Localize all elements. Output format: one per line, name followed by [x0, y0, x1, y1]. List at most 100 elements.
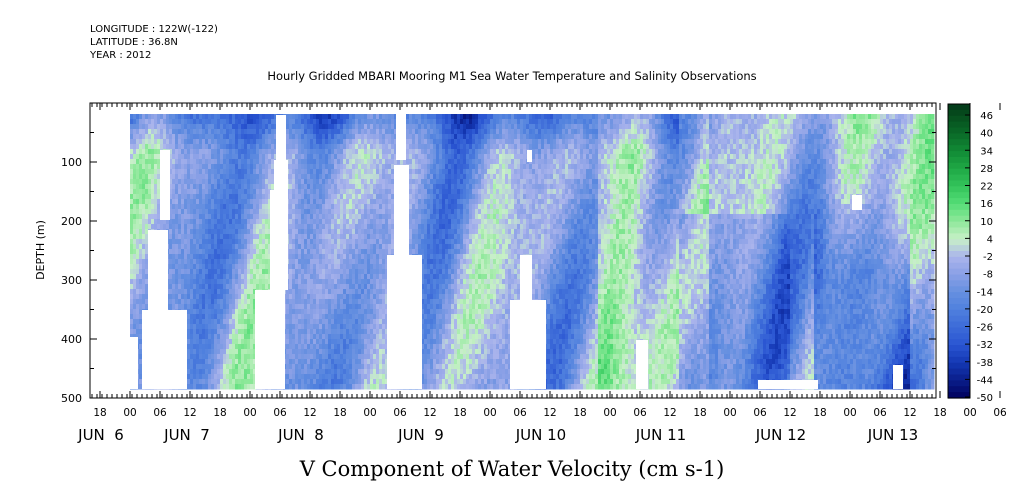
- heatmap-cell: [559, 159, 563, 165]
- heatmap-cell: [529, 144, 533, 150]
- heatmap-cell: [628, 114, 632, 120]
- heatmap-cell: [367, 154, 371, 160]
- heatmap-cell: [157, 129, 161, 135]
- heatmap-cell: [799, 179, 803, 185]
- heatmap-cell: [667, 154, 671, 160]
- heatmap-cell: [379, 199, 383, 205]
- heatmap-cell: [541, 144, 545, 150]
- heatmap-cell: [913, 159, 917, 165]
- heatmap-cell: [550, 179, 554, 185]
- heatmap-cell: [214, 174, 218, 180]
- heatmap-cell: [856, 164, 860, 170]
- heatmap-cell: [745, 174, 749, 180]
- heatmap-cell: [355, 159, 359, 165]
- heatmap-cell: [781, 119, 785, 125]
- heatmap-cell: [643, 119, 647, 125]
- heatmap-cell: [700, 144, 704, 150]
- heatmap-cell: [217, 154, 221, 160]
- heatmap-cell: [595, 139, 599, 145]
- heatmap-cell: [451, 169, 455, 175]
- heatmap-cell: [883, 144, 887, 150]
- heatmap-cell: [889, 129, 893, 135]
- heatmap-cell: [856, 179, 860, 185]
- heatmap-cell: [457, 129, 461, 135]
- heatmap-cell: [874, 164, 878, 170]
- heatmap-cell: [739, 154, 743, 160]
- heatmap-cell: [154, 174, 158, 180]
- heatmap-cell: [478, 184, 482, 190]
- heatmap-cell: [385, 189, 389, 195]
- heatmap-cell: [535, 139, 539, 145]
- heatmap-cell: [793, 119, 797, 125]
- heatmap-cell: [229, 184, 233, 190]
- heatmap-cell: [712, 174, 716, 180]
- heatmap-cell: [373, 164, 377, 170]
- heatmap-cell: [325, 124, 329, 130]
- heatmap-cell: [505, 154, 509, 160]
- heatmap-cell: [199, 154, 203, 160]
- heatmap-cell: [196, 179, 200, 185]
- heatmap-cell: [244, 179, 248, 185]
- heatmap-cell: [559, 189, 563, 195]
- heatmap-cell: [586, 124, 590, 130]
- heatmap-cell: [574, 129, 578, 135]
- heatmap-cell: [604, 174, 608, 180]
- heatmap-cell: [871, 129, 875, 135]
- heatmap-cell: [298, 154, 302, 160]
- heatmap-cell: [514, 179, 518, 185]
- heatmap-cell: [226, 204, 230, 210]
- heatmap-cell: [463, 169, 467, 175]
- heatmap-cell: [553, 114, 557, 120]
- heatmap-cell: [676, 154, 680, 160]
- heatmap-cell: [652, 184, 656, 190]
- heatmap-cell: [844, 139, 848, 145]
- heatmap-cell: [187, 119, 191, 125]
- heatmap-cell: [178, 174, 182, 180]
- heatmap-cell: [205, 149, 209, 155]
- heatmap-cell: [691, 149, 695, 155]
- heatmap-cell: [838, 194, 842, 200]
- heatmap-cell: [217, 144, 221, 150]
- heatmap-cell: [586, 184, 590, 190]
- heatmap-cell: [508, 184, 512, 190]
- heatmap-cell: [883, 154, 887, 160]
- heatmap-cell: [757, 174, 761, 180]
- heatmap-cell: [811, 149, 815, 155]
- heatmap-cell: [268, 204, 272, 210]
- heatmap-cell: [763, 199, 767, 205]
- heatmap-cell: [589, 204, 593, 210]
- heatmap-cell: [184, 119, 188, 125]
- heatmap-cell: [382, 114, 386, 120]
- heatmap-cell: [835, 119, 839, 125]
- heatmap-cell: [538, 129, 542, 135]
- heatmap-cell: [430, 119, 434, 125]
- heatmap-cell: [901, 169, 905, 175]
- heatmap-cell: [562, 174, 566, 180]
- heatmap-cell: [199, 184, 203, 190]
- heatmap-cell: [763, 184, 767, 190]
- heatmap-cell: [877, 189, 881, 195]
- heatmap-cell: [850, 199, 854, 205]
- heatmap-cell: [259, 189, 263, 195]
- heatmap-cell: [295, 174, 299, 180]
- heatmap-cell: [505, 124, 509, 130]
- heatmap-cell: [754, 179, 758, 185]
- heatmap-cell: [334, 144, 338, 150]
- heatmap-cell: [469, 124, 473, 130]
- heatmap-cell: [271, 149, 275, 155]
- heatmap-cell: [637, 189, 641, 195]
- heatmap-cell: [394, 119, 398, 125]
- heatmap-cell: [793, 149, 797, 155]
- heatmap-cell: [799, 189, 803, 195]
- heatmap-cell: [439, 114, 443, 120]
- heatmap-cell: [649, 169, 653, 175]
- heatmap-cell: [184, 189, 188, 195]
- heatmap-cell: [865, 129, 869, 135]
- heatmap-cell: [436, 164, 440, 170]
- heatmap-cell: [511, 154, 515, 160]
- heatmap-cell: [784, 169, 788, 175]
- heatmap-cell: [355, 114, 359, 120]
- heatmap-cell: [208, 199, 212, 205]
- heatmap-cell: [820, 149, 824, 155]
- heatmap-cell: [358, 169, 362, 175]
